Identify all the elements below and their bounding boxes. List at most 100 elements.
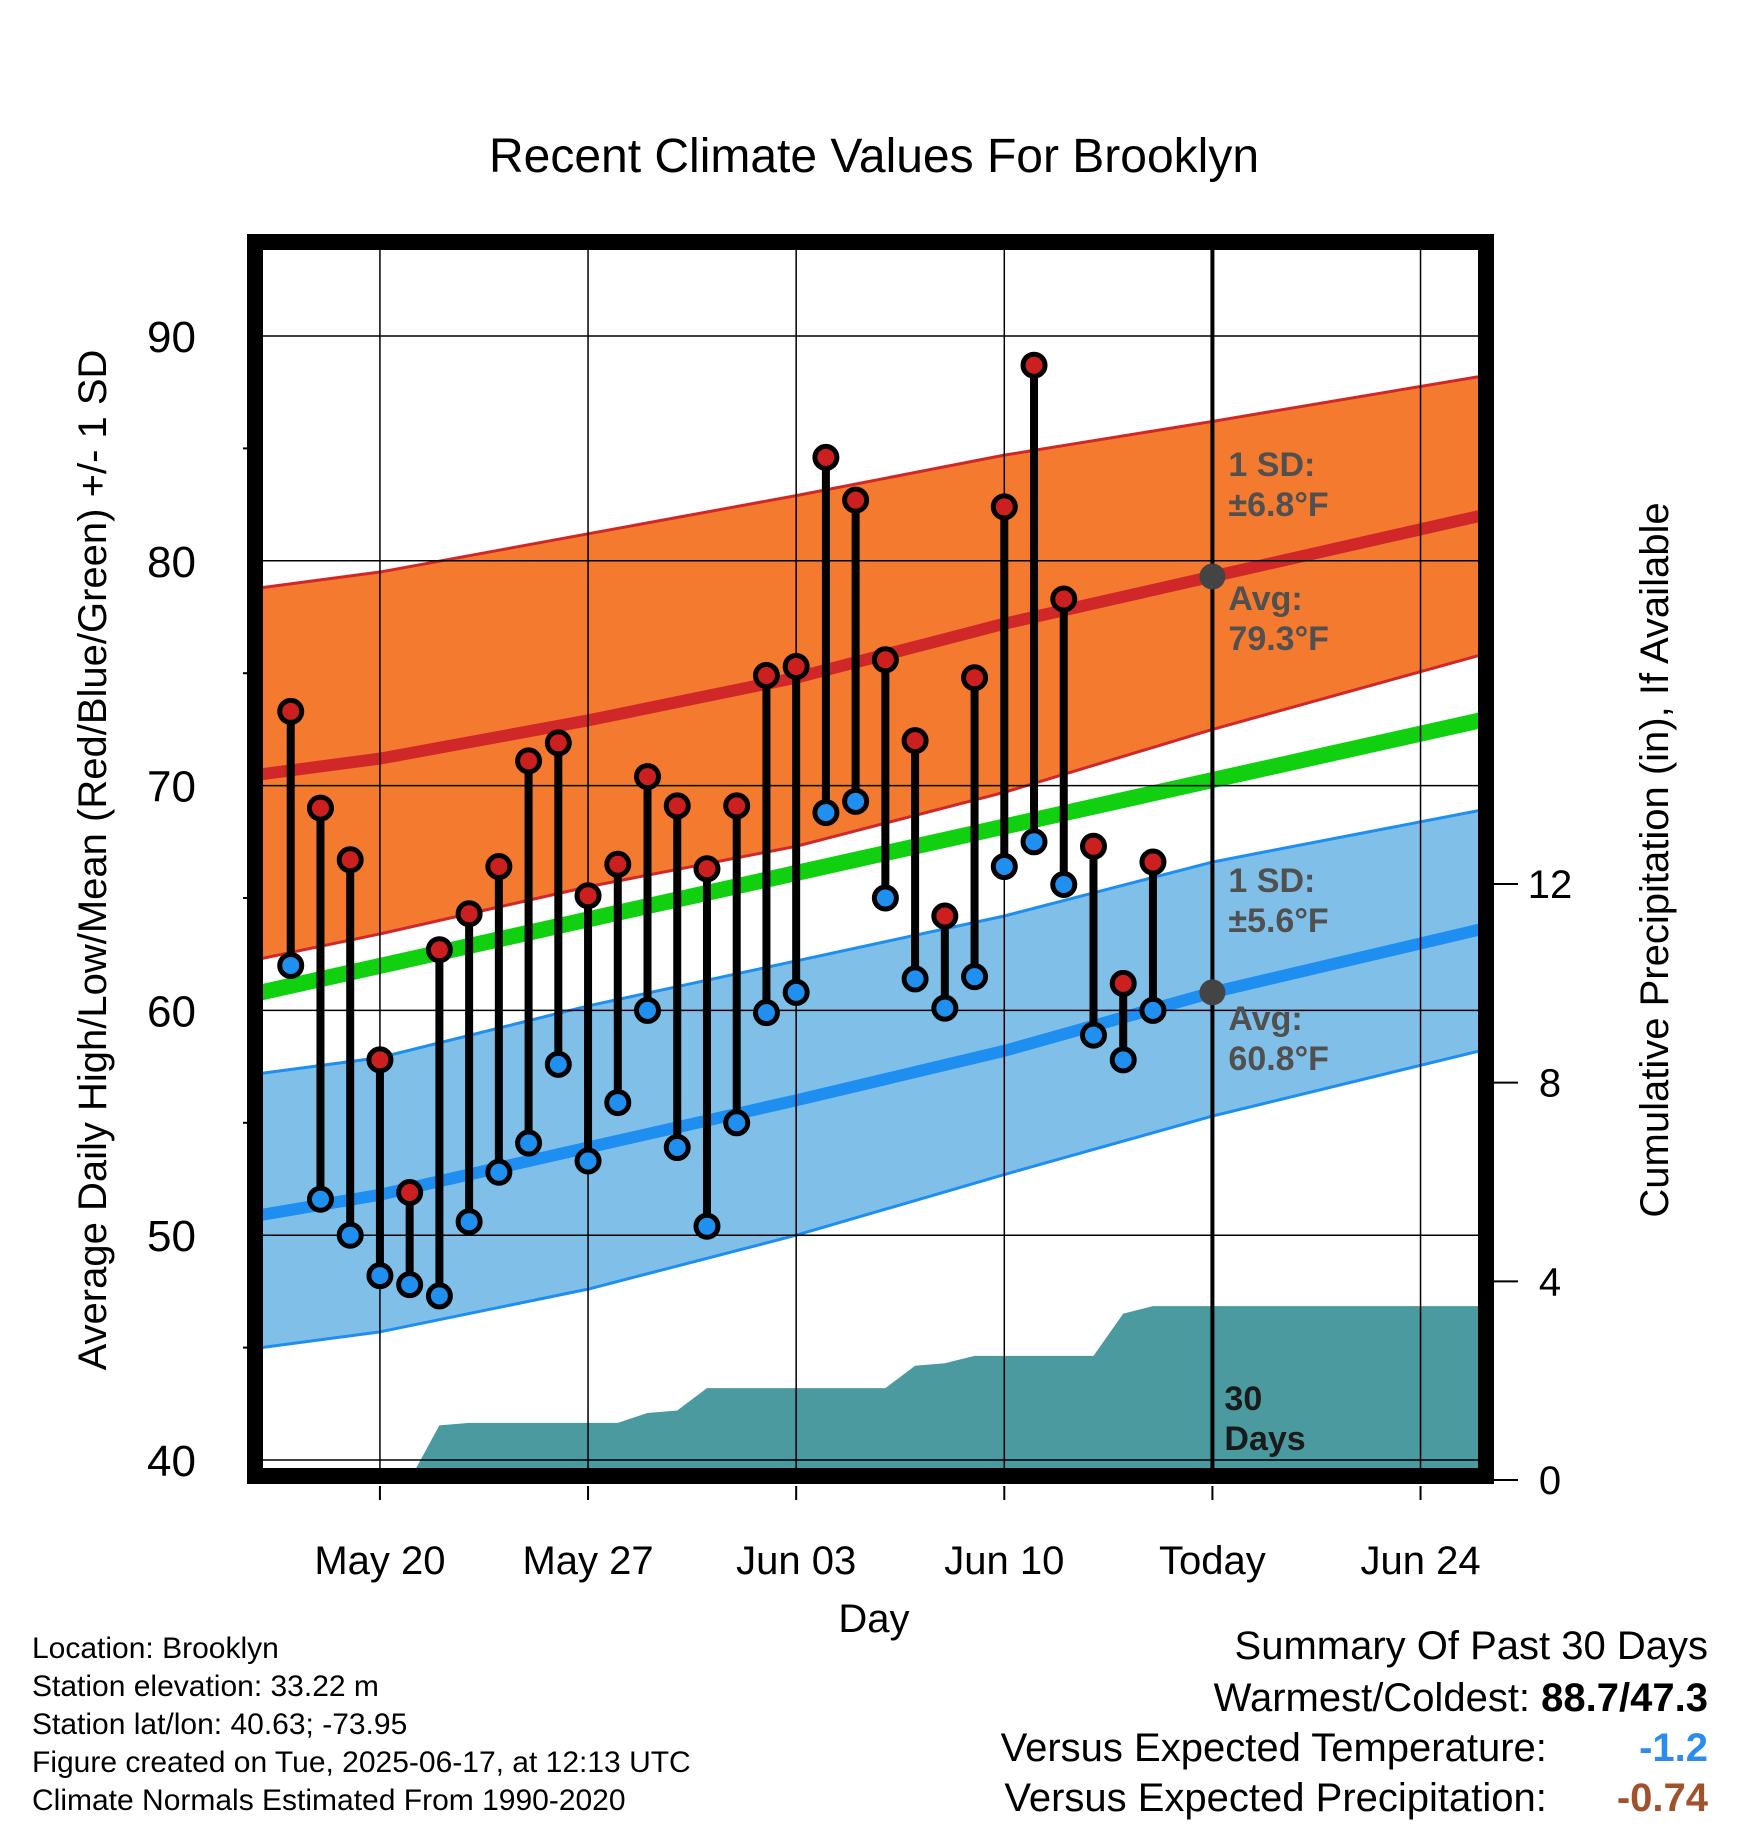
daily-low-point [1139,996,1167,1024]
daily-high-point [931,902,959,930]
daily-low-point [663,1134,691,1162]
daily-low-point [277,951,305,979]
daily-high-point [782,652,810,680]
footer-elevation: Station elevation: 33.22 m [32,1670,379,1703]
daily-low-point [634,996,662,1024]
footer-info: Location: Brooklyn Station elevation: 33… [32,1630,691,1820]
daily-low-point [1079,1021,1107,1049]
daily-high-point [1079,832,1107,860]
low-avg-annotation: Avg: 60.8°F [1228,1000,1329,1078]
daily-low-point [544,1050,572,1078]
daily-low-point [990,853,1018,881]
daily-low-point [574,1147,602,1175]
normal-mean-line [261,712,1480,1001]
daily-low-point [842,787,870,815]
daily-high-point [723,792,751,820]
x-tick-label: Jun 10 [944,1539,1064,1583]
daily-high-point [1139,848,1167,876]
y-left-tick-label: 80 [147,538,196,587]
daily-high-point [455,900,483,928]
y-axis-left-label: Average Daily High/Low/Mean (Red/Blue/Gr… [71,350,115,1371]
daily-high-point [634,763,662,791]
summary-temperature: Versus Expected Temperature: -1.2 [1001,1726,1708,1771]
daily-low-point [782,978,810,1006]
daily-low-point [306,1185,334,1213]
window-annotation: 30 Days [1224,1380,1305,1458]
daily-low-point [812,799,840,827]
daily-high-point [693,855,721,883]
daily-high-point [306,794,334,822]
daily-low-point [336,1221,364,1249]
daily-low-point [396,1271,424,1299]
chart-title: Recent Climate Values For Brooklyn [489,130,1259,183]
footer-latlon: Station lat/lon: 40.63; -73.95 [32,1708,408,1741]
high-sd-annotation: 1 SD: ±6.8°F [1228,446,1328,524]
warmest-coldest-label: Warmest/Coldest: [1213,1676,1531,1720]
daily-low-point [871,884,899,912]
daily-high-point [1020,351,1048,379]
daily-high-point [574,882,602,910]
summary-precipitation: Versus Expected Precipitation: -0.74 [1004,1776,1708,1821]
today-low-avg-marker [1199,979,1226,1006]
daily-high-point [990,493,1018,521]
low-sd-annotation: 1 SD: ±5.6°F [1228,862,1328,940]
summary-title: Summary Of Past 30 Days [1234,1624,1708,1668]
daily-high-point [961,664,989,692]
daily-high-point [812,443,840,471]
y-left-tick-label: 70 [147,763,196,812]
x-tick-label: May 20 [314,1539,445,1583]
x-tick-label: Jun 24 [1360,1539,1480,1583]
y-left-tick-label: 40 [147,1437,196,1486]
temp-value: -1.2 [1639,1726,1708,1770]
y-left-tick-label: 60 [147,987,196,1036]
x-tick-label: Today [1159,1539,1266,1583]
summary-warmest-coldest: Warmest/Coldest: 88.7/47.3 [1214,1676,1708,1721]
daily-high-point [396,1178,424,1206]
daily-high-point [515,747,543,775]
daily-high-point [544,729,572,757]
x-tick-label: Jun 03 [736,1539,856,1583]
y-left-tick-label: 90 [147,313,196,362]
x-tick-label: May 27 [522,1539,653,1583]
daily-low-point [1050,871,1078,899]
daily-high-point [366,1046,394,1074]
footer-normals: Climate Normals Estimated From 1990-2020 [32,1784,626,1817]
daily-low-point [961,963,989,991]
daily-high-point [842,486,870,514]
daily-high-point [336,846,364,874]
precip-value: -0.74 [1616,1776,1708,1820]
x-axis-label: Day [838,1597,909,1641]
temp-label: Versus Expected Temperature: [1000,1726,1547,1770]
y-axis-right-label: Cumulative Precipitation (in), If Availa… [1633,502,1677,1217]
daily-low-point [752,999,780,1027]
daily-high-point [752,661,780,689]
daily-low-point [931,994,959,1022]
daily-high-point [485,853,513,881]
y-right-tick-label: 8 [1539,1062,1561,1106]
daily-high-point [1050,585,1078,613]
daily-high-point [277,697,305,725]
daily-high-point [604,850,632,878]
warmest-coldest-value: 88.7/47.3 [1541,1676,1708,1720]
high-sd-band [261,376,1480,959]
high-avg-annotation: Avg: 79.3°F [1228,580,1329,658]
daily-low-point [515,1129,543,1157]
y-left-tick-label: 50 [147,1212,196,1261]
daily-low-point [1109,1046,1137,1074]
y-right-tick-label: 12 [1528,863,1573,907]
daily-low-point [425,1282,453,1310]
y-right-tick-label: 0 [1539,1459,1561,1503]
daily-high-point [663,792,691,820]
daily-low-point [455,1208,483,1236]
daily-high-point [871,646,899,674]
daily-low-point [366,1262,394,1290]
daily-low-point [723,1109,751,1137]
footer-created: Figure created on Tue, 2025-06-17, at 12… [32,1746,691,1779]
y-right-tick-label: 4 [1539,1260,1561,1304]
daily-high-point [425,936,453,964]
daily-low-point [604,1089,632,1117]
daily-high-point [1109,969,1137,997]
daily-low-point [485,1158,513,1186]
precip-label: Versus Expected Precipitation: [1004,1776,1547,1820]
